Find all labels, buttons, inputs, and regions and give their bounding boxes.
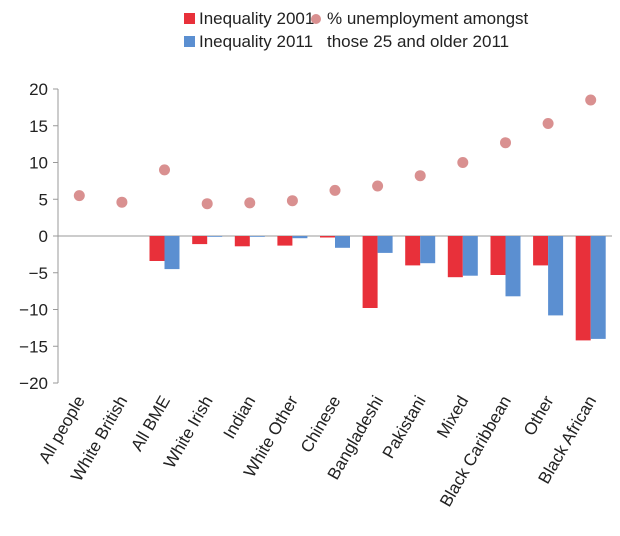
- bar-inequality-2011: [292, 236, 308, 239]
- bar-inequality-2011: [335, 236, 350, 248]
- bar-inequality-2001: [234, 236, 250, 247]
- dot-unemployment: [457, 157, 469, 168]
- bar-inequality-2011: [548, 236, 564, 316]
- legend-label-unemployment-line2: those 25 and older 2011: [327, 32, 509, 51]
- dot-unemployment: [286, 195, 298, 207]
- bar-inequality-2001: [192, 236, 208, 245]
- y-tick-label: 15: [29, 117, 48, 136]
- bar-inequality-2011: [377, 236, 393, 253]
- dot-unemployment: [414, 170, 426, 182]
- bars-group: [149, 236, 606, 341]
- legend-swatch-inequality-2001: [184, 13, 195, 24]
- y-tick-label: −10: [19, 301, 48, 320]
- bar-inequality-2001: [149, 236, 165, 261]
- legend-label-unemployment-line1: % unemployment amongst: [327, 9, 529, 28]
- dot-unemployment: [73, 190, 85, 202]
- bar-inequality-2001: [362, 236, 378, 308]
- bar-inequality-2011: [462, 236, 478, 276]
- bar-inequality-2001: [320, 236, 335, 238]
- bar-inequality-2001: [405, 236, 421, 266]
- bar-inequality-2011: [207, 236, 223, 237]
- bar-inequality-2011: [164, 236, 180, 270]
- legend: Inequality 2001 Inequality 2011 % unempl…: [184, 9, 529, 51]
- dot-unemployment: [500, 137, 511, 149]
- dot-unemployment: [329, 184, 341, 196]
- legend-label-inequality-2011: Inequality 2011: [199, 32, 313, 51]
- bar-inequality-2011: [420, 236, 436, 264]
- dot-unemployment: [159, 164, 170, 176]
- x-category-label: Indian: [220, 393, 260, 443]
- dot-unemployment: [244, 197, 256, 209]
- bar-inequality-2001: [533, 236, 549, 266]
- bar-inequality-2001: [490, 236, 506, 275]
- dot-unemployment: [585, 94, 597, 106]
- dot-unemployment: [201, 198, 213, 210]
- legend-swatch-inequality-2011: [184, 36, 195, 47]
- y-tick-label: −15: [19, 337, 48, 356]
- y-axis: 20 15 10 5 0 −5 −10 −15 −20: [19, 80, 59, 393]
- y-tick-label: 20: [29, 80, 48, 99]
- bar-inequality-2001: [575, 236, 591, 341]
- y-tick-label: 10: [29, 154, 48, 173]
- x-category-label: Chinese: [297, 393, 345, 457]
- y-tick-label: 5: [39, 190, 48, 209]
- x-category-label: Other: [520, 392, 558, 439]
- x-category-label: Mixed: [433, 393, 472, 442]
- dots-group: [73, 94, 597, 210]
- bar-inequality-2011: [590, 236, 606, 339]
- legend-label-inequality-2001: Inequality 2001: [199, 9, 314, 28]
- legend-marker-unemployment: [311, 14, 321, 24]
- dot-unemployment: [116, 196, 128, 208]
- bar-inequality-2011: [505, 236, 521, 297]
- bar-inequality-2011: [249, 236, 265, 237]
- dot-unemployment: [542, 118, 554, 129]
- x-category-label: All BME: [127, 393, 174, 455]
- bar-inequality-2001: [277, 236, 293, 246]
- y-tick-label: −5: [29, 264, 48, 283]
- y-tick-label: 0: [39, 227, 48, 246]
- dot-unemployment: [372, 180, 384, 192]
- y-tick-label: −20: [19, 374, 48, 393]
- bar-inequality-2001: [447, 236, 463, 278]
